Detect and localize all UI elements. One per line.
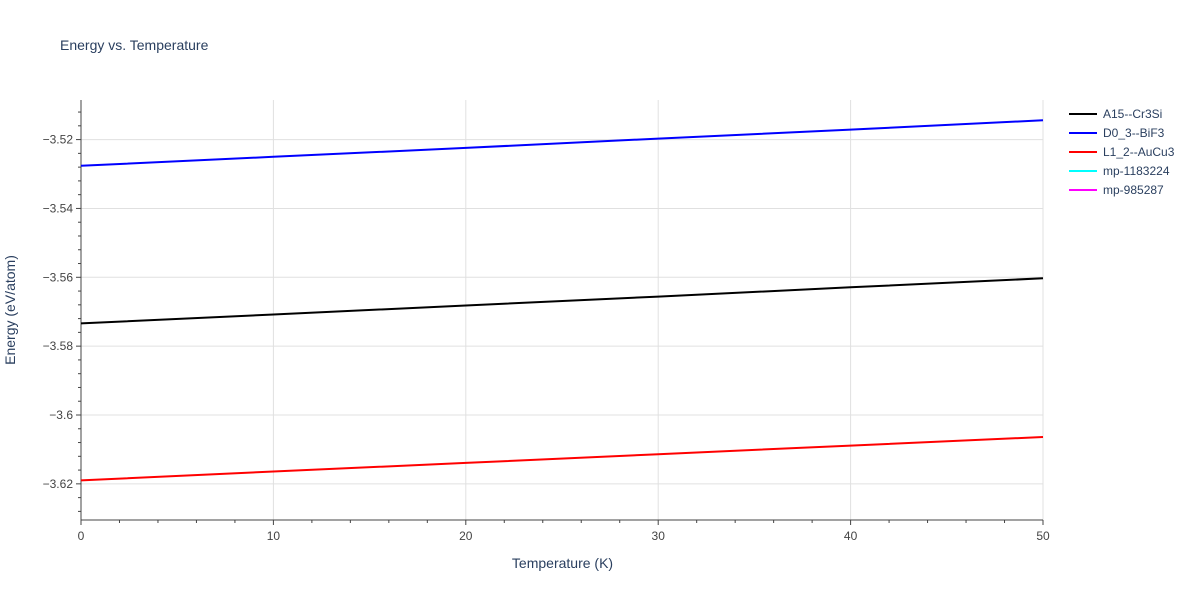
legend-item[interactable]: D0_3--BiF3 bbox=[1069, 126, 1165, 140]
y-tick-label: −3.62 bbox=[43, 477, 74, 491]
legend-item[interactable]: A15--Cr3Si bbox=[1069, 107, 1162, 121]
y-tick-label: −3.54 bbox=[43, 201, 74, 215]
chart-title: Energy vs. Temperature bbox=[60, 37, 209, 53]
y-tick-label: −3.6 bbox=[49, 408, 73, 422]
series-line-l1-2-aucu3 bbox=[80, 436, 1044, 482]
x-tick-label: 40 bbox=[844, 529, 858, 543]
legend-item[interactable]: L1_2--AuCu3 bbox=[1069, 145, 1175, 159]
y-tick-label: −3.52 bbox=[43, 133, 74, 147]
x-tick-label: 0 bbox=[78, 529, 85, 543]
y-tick-label: −3.56 bbox=[43, 270, 74, 284]
x-tick-label: 20 bbox=[459, 529, 473, 543]
axes: 0 10 20 30 40 50 −3.62 −3.6 −3.58 −3.56 −3.54 −3.52 bbox=[43, 100, 1050, 543]
x-tick-label: 30 bbox=[652, 529, 666, 543]
series-line-a15-cr3si bbox=[80, 277, 1044, 325]
y-tick-label: −3.58 bbox=[43, 339, 74, 353]
series-line-d0-3-bif3 bbox=[80, 119, 1044, 167]
legend-label: A15--Cr3Si bbox=[1103, 107, 1162, 121]
y-axis-title: Energy (eV/atom) bbox=[2, 255, 18, 365]
legend-label: mp-985287 bbox=[1103, 183, 1164, 197]
legend-item[interactable]: mp-1183224 bbox=[1069, 164, 1170, 178]
legend-label: D0_3--BiF3 bbox=[1103, 126, 1165, 140]
legend-label: mp-1183224 bbox=[1103, 164, 1170, 178]
x-tick-label: 10 bbox=[267, 529, 281, 543]
legend[interactable]: A15--Cr3Si D0_3--BiF3 L1_2--AuCu3 mp-118322… bbox=[1069, 107, 1175, 197]
legend-item[interactable]: mp-985287 bbox=[1069, 183, 1164, 197]
legend-label: L1_2--AuCu3 bbox=[1103, 145, 1175, 159]
x-axis-title: Temperature (K) bbox=[512, 555, 613, 571]
x-tick-label: 50 bbox=[1036, 529, 1050, 543]
series-layer bbox=[80, 119, 1044, 482]
grid-lines bbox=[81, 100, 1044, 520]
